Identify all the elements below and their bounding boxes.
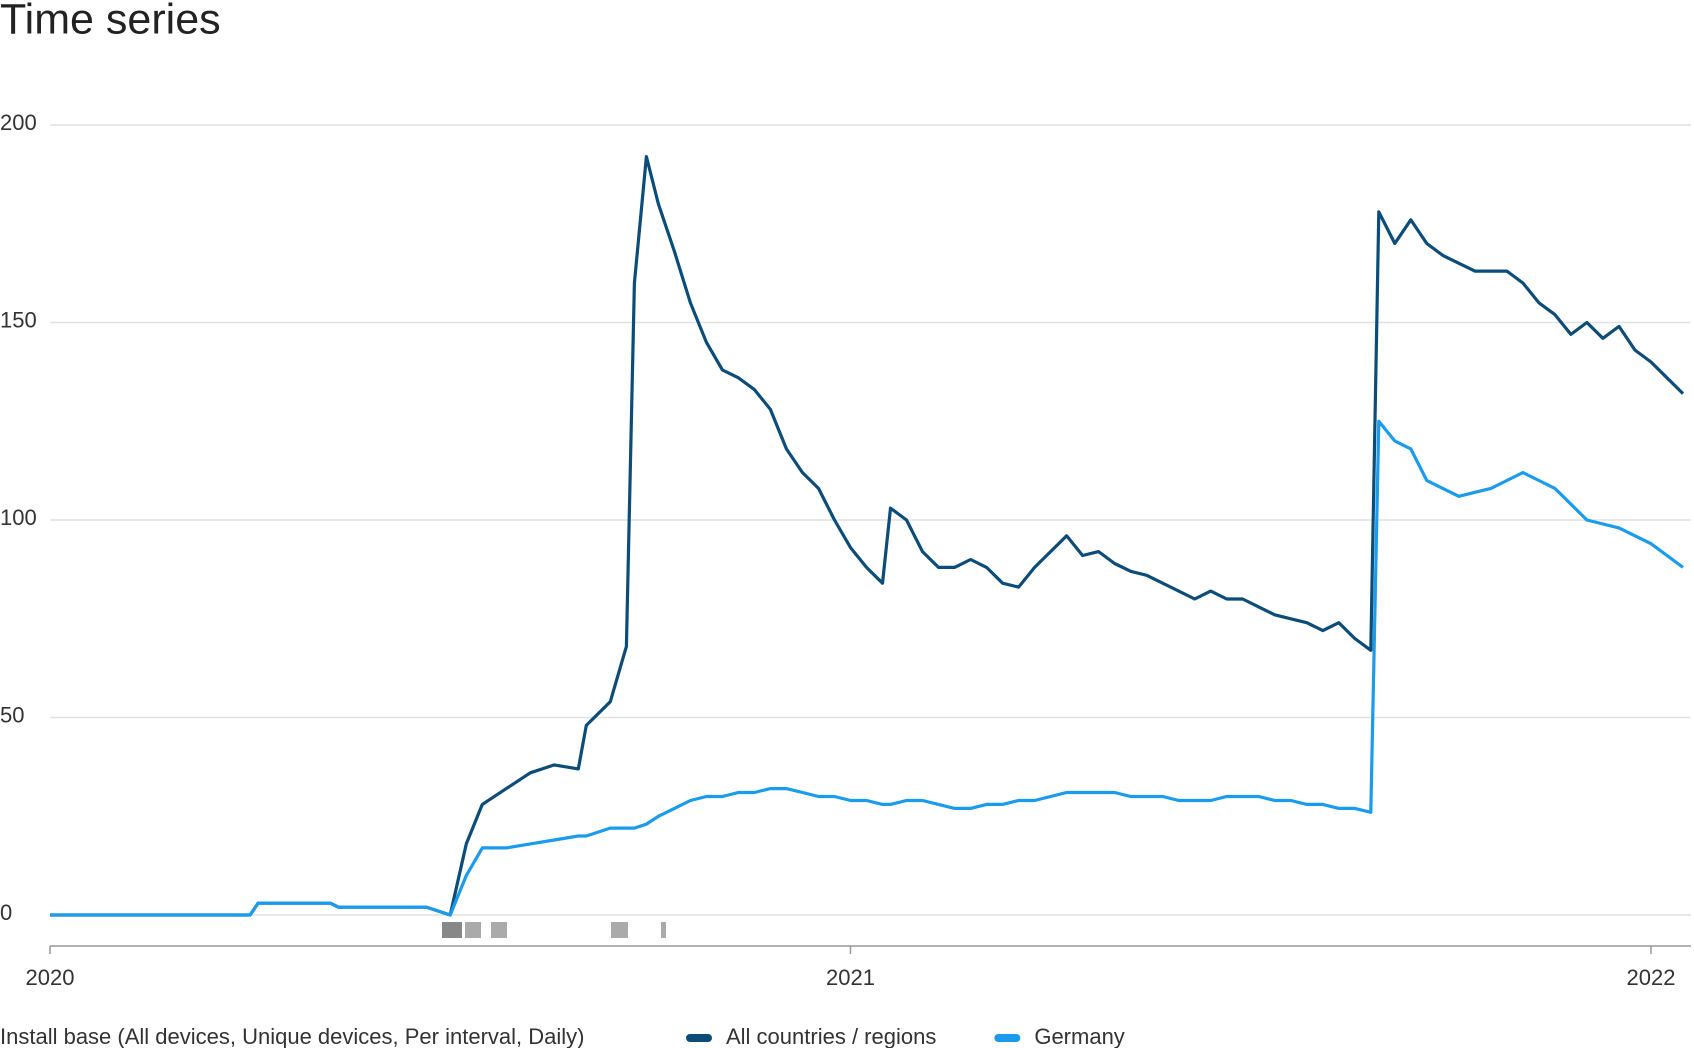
y-tick-label: 50 — [0, 702, 24, 727]
x-tick-label: 2021 — [826, 965, 875, 990]
x-tick-label: 2022 — [1626, 965, 1675, 990]
y-tick-label: 100 — [0, 505, 37, 530]
y-tick-label: 200 — [0, 110, 37, 135]
chart-title: Time series — [0, 0, 221, 43]
legend-label[interactable]: All countries / regions — [726, 1024, 936, 1048]
annotation-marker — [491, 922, 507, 938]
annotation-marker — [465, 922, 481, 938]
y-tick-label: 0 — [0, 900, 12, 925]
x-tick-label: 2020 — [26, 965, 75, 990]
legend-title: Install base (All devices, Unique device… — [0, 1024, 584, 1048]
series-line — [50, 155, 1685, 917]
annotation-marker — [442, 922, 462, 938]
series-line — [50, 419, 1684, 917]
annotation-marker — [611, 922, 628, 938]
annotation-marker — [661, 922, 666, 938]
annotation-markers — [442, 922, 666, 938]
legend-label[interactable]: Germany — [1034, 1024, 1124, 1048]
y-tick-label: 150 — [0, 307, 37, 332]
